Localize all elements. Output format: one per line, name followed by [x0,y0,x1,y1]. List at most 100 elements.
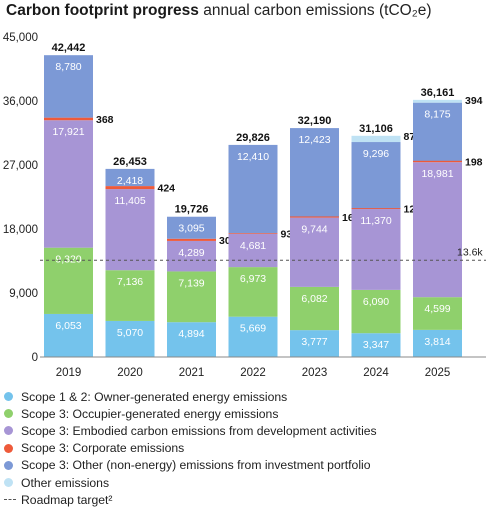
segment-value-label: 3,095 [178,223,204,235]
segment-value-label: 12,410 [237,151,269,163]
x-tick-label: 2021 [179,367,205,379]
bar-segment [351,333,401,357]
legend-label: Scope 3: Other (non-energy) emissions fr… [21,458,371,473]
legend-label: Other emissions [21,475,110,490]
segment-value-label: 4,894 [178,328,204,340]
bar-segment [228,233,278,268]
total-value-label: 26,453 [113,156,147,168]
bar-segment [413,162,462,298]
bar-segment [228,144,278,234]
bar-segment [105,270,155,321]
total-value-label: 32,190 [298,115,332,127]
other-emissions-value-label: 394 [465,95,483,107]
segment-value-label: 3,777 [301,336,327,348]
x-tick-label: 2024 [363,367,389,379]
bar-segment [44,247,93,314]
bar-segment [44,117,93,121]
segment-value-label: 17,921 [52,126,84,138]
segment-value-label: 9,296 [363,148,389,160]
bar-segment [44,313,93,357]
corporate-value-label: 93 [281,228,293,240]
legend-label: Scope 3: Corporate emissions [21,441,185,456]
legend-swatch [4,409,13,419]
chart-title-row: Carbon footprint progress annual carbon … [6,2,432,20]
bar-segment [167,271,216,323]
segment-value-label: 6,082 [301,293,327,305]
bar-segment [167,322,216,357]
total-value-label: 19,726 [175,204,209,216]
segment-value-label: 8,175 [424,109,450,121]
segment-value-label: 4,289 [178,247,204,259]
bar-segment [351,289,401,334]
total-value-label: 31,106 [359,123,393,135]
segment-value-label: 6,090 [363,296,389,308]
roadmap-target-label: 13.6k [457,246,483,258]
x-tick-label: 2022 [240,367,266,379]
segment-value-label: 4,681 [240,240,266,252]
bar-segment [413,160,462,163]
segment-value-label: 5,070 [117,327,143,339]
segment-value-label: 5,669 [240,323,266,335]
legend-item: Scope 3: Other (non-energy) emissions fr… [4,457,377,474]
bar-segment [290,217,339,287]
y-tick-label: 27,000 [3,160,38,172]
corporate-value-label: 424 [158,183,176,195]
legend-item: Scope 3: Corporate emissions [4,440,377,457]
legend-item: Scope 1 & 2: Owner-generated energy emis… [4,388,377,405]
bar-segment [413,329,462,357]
legend-label: Scope 3: Embodied carbon emissions from … [21,423,377,438]
legend-swatch [4,443,13,453]
segment-value-label: 9,320 [55,254,81,266]
bar-segment [228,267,278,317]
segment-value-label: 2,418 [117,175,143,187]
bar-segment [167,216,216,239]
y-tick-label: 36,000 [3,96,38,108]
bar-segment [351,142,401,209]
total-value-label: 36,161 [421,87,455,99]
segment-value-label: 3,814 [424,336,450,348]
legend-swatch [4,426,13,436]
x-tick-label: 2020 [117,367,143,379]
legend-swatch [4,392,13,402]
bar-segment [105,168,155,187]
legend-swatch [4,460,13,470]
bar-segment [413,99,462,103]
corporate-value-label: 368 [96,114,114,126]
segment-value-label: 3,347 [363,339,389,351]
bar-segment [413,297,462,330]
bar-segment [351,135,401,143]
segment-value-label: 8,780 [55,61,81,73]
chart-title: Carbon footprint progress [6,2,199,19]
bar-segment [105,189,155,271]
total-value-label: 42,442 [52,42,86,54]
legend-item: Other emissions [4,474,377,491]
legend-label: Scope 3: Occupier-generated energy emiss… [21,406,279,421]
bar-segment [44,55,93,118]
bar-segment [105,186,155,190]
bar-segment [290,330,339,357]
y-tick-label: 0 [32,352,38,364]
legend: Scope 1 & 2: Owner-generated energy emis… [4,388,377,508]
segment-value-label: 12,423 [298,134,330,146]
y-tick-label: 9,000 [9,288,38,300]
legend-swatch [4,478,13,488]
segment-value-label: 6,973 [240,273,266,285]
segment-value-label: 6,053 [55,320,81,332]
chart-subtitle: annual carbon emissions (tCO₂e) [203,2,432,19]
bar-segment [105,320,155,357]
segment-value-label: 18,981 [421,168,453,180]
corporate-value-label: 198 [465,156,483,168]
y-tick-label: 18,000 [3,224,38,236]
legend-item: Scope 3: Occupier-generated energy emiss… [4,405,377,422]
segment-value-label: 11,370 [360,215,391,227]
legend-label: Scope 1 & 2: Owner-generated energy emis… [21,389,288,404]
segment-value-label: 11,405 [114,195,145,207]
segment-value-label: 7,139 [178,277,204,289]
bar-segment [351,209,401,290]
bar-segment [167,238,216,241]
x-tick-label: 2023 [302,367,328,379]
bar-segment [413,102,462,161]
segment-value-label: 9,744 [301,224,327,236]
bar-segment [167,240,216,272]
bar-segment [290,128,339,217]
